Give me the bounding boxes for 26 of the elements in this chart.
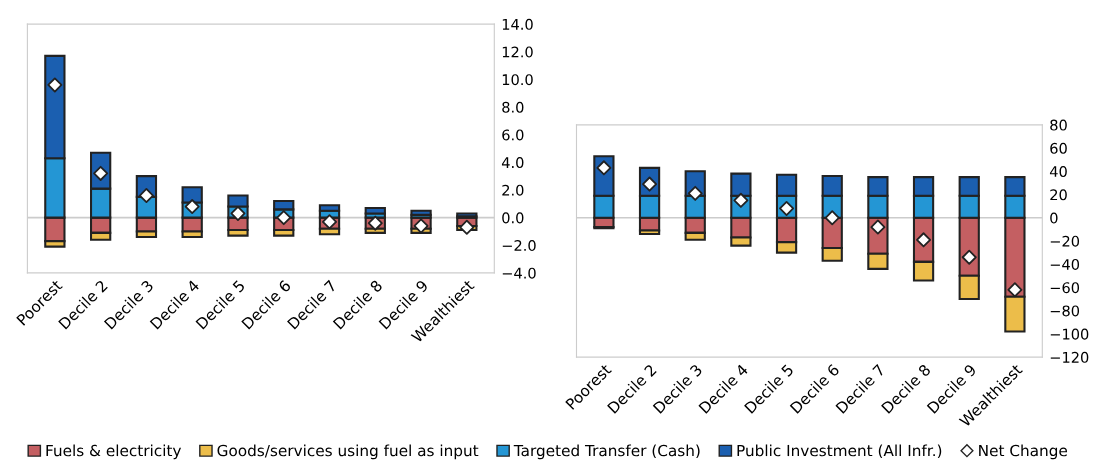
y-tick-label: −120 (1050, 351, 1089, 363)
y-tick-label: 0.0 (502, 212, 524, 224)
y-tick-label: 10.0 (502, 74, 533, 86)
y-tick-label: 14.0 (502, 18, 533, 30)
y-tick-label: −2.0 (502, 239, 536, 252)
y-tick-label: −100 (1050, 328, 1089, 340)
y-tick-label: −20 (1050, 235, 1080, 247)
legend-label: Public Investment (All Infr.) (737, 444, 942, 459)
y-tick-label: 0 (1050, 212, 1058, 224)
y-tick-label: −4.0 (502, 267, 536, 279)
y-tick-label: −40 (1050, 258, 1080, 270)
legend-label: Net Change (979, 444, 1068, 460)
y-tick-label: −60 (1050, 282, 1080, 294)
y-tick-label: 8.0 (502, 101, 524, 113)
legend-label: Fuels & electricity (46, 444, 182, 460)
y-tick-label: 60 (1050, 142, 1067, 154)
legend-label: Goods/services using fuel as input (217, 444, 479, 460)
y-tick-label: 2.0 (502, 184, 524, 196)
y-tick-label: 12.0 (502, 46, 533, 58)
y-tick-label: −80 (1050, 305, 1080, 317)
y-tick-label: 80 (1050, 119, 1067, 131)
y-tick-label: 20 (1050, 189, 1067, 201)
y-tick-label: 6.0 (502, 129, 524, 141)
y-tick-label: 40 (1049, 166, 1067, 178)
legend-label: Targeted Transfer (Cash) (513, 444, 700, 460)
y-tick-label: 4.0 (501, 157, 524, 169)
